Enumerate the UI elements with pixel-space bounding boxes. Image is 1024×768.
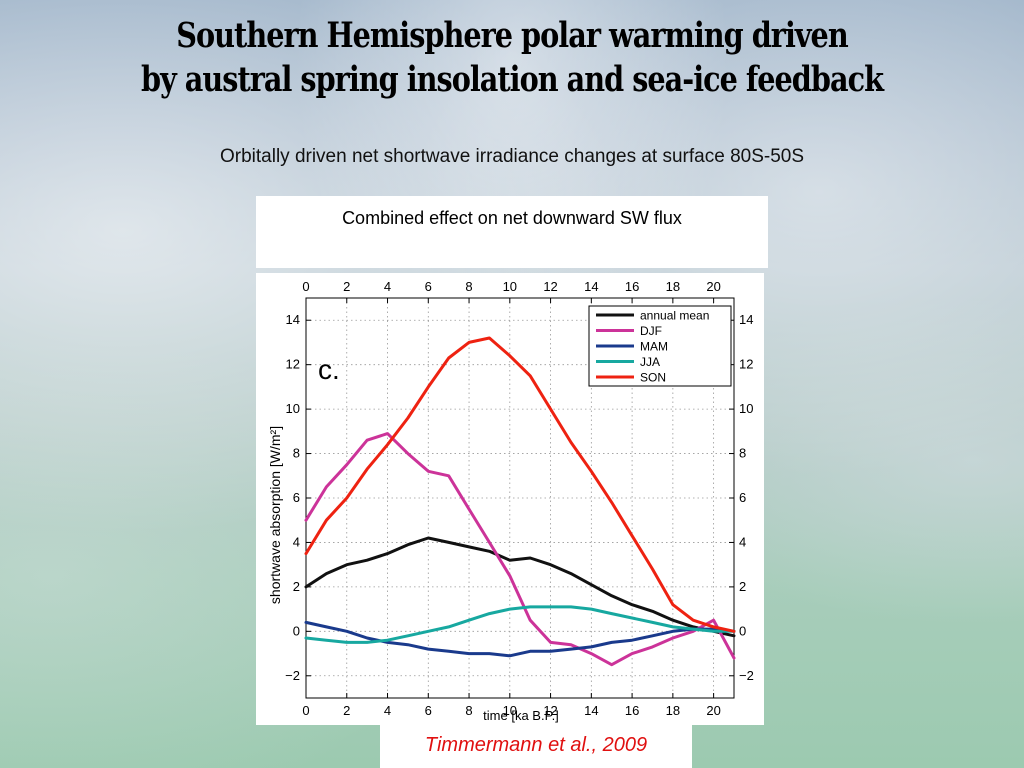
x-tick-label: 10 bbox=[503, 703, 517, 718]
x-tick-label: 14 bbox=[584, 703, 598, 718]
x-tick-label-top: 0 bbox=[302, 279, 309, 294]
x-tick-label-top: 10 bbox=[503, 279, 517, 294]
citation: Timmermann et al., 2009 bbox=[380, 724, 692, 768]
y-tick-label-right: 4 bbox=[739, 534, 746, 549]
y-tick-label-right: 0 bbox=[739, 623, 746, 638]
y-tick-label-right: 2 bbox=[739, 579, 746, 594]
y-tick-label: 14 bbox=[286, 312, 300, 327]
panel-label: c. bbox=[318, 354, 340, 385]
y-tick-label: 10 bbox=[286, 401, 300, 416]
panel-caption: Combined effect on net downward SW flux bbox=[256, 196, 768, 268]
legend-label: DJF bbox=[640, 324, 662, 338]
chart-container: 0 0 2 2 4 4 6 6 8 8 10 10 12 12 14 14 16 16 18 18 20 20 −2 −2 0 0… bbox=[256, 273, 764, 725]
x-tick-label-top: 18 bbox=[666, 279, 680, 294]
y-tick-label: −2 bbox=[285, 668, 300, 683]
x-tick-label-top: 8 bbox=[465, 279, 472, 294]
y-tick-label-right: 12 bbox=[739, 357, 753, 372]
slide-title-line-1: Southern Hemisphere polar warming driven bbox=[176, 15, 848, 56]
y-tick-label-right: 14 bbox=[739, 312, 753, 327]
series-line-jja bbox=[304, 605, 736, 644]
legend-label: MAM bbox=[640, 340, 668, 354]
x-tick-label: 16 bbox=[625, 703, 639, 718]
tick-layer: 0 0 2 2 4 4 6 6 8 8 10 10 12 12 14 14 16 16 18 18 20 20 −2 −2 0 0… bbox=[285, 279, 754, 718]
shortwave-chart: 0 0 2 2 4 4 6 6 8 8 10 10 12 12 14 14 16 16 18 18 20 20 −2 −2 0 0… bbox=[267, 279, 754, 723]
series-layer bbox=[304, 336, 736, 667]
x-tick-label: 12 bbox=[543, 703, 557, 718]
x-tick-label-top: 4 bbox=[384, 279, 391, 294]
y-tick-label-right: 10 bbox=[739, 401, 753, 416]
x-tick-label-top: 16 bbox=[625, 279, 639, 294]
y-tick-label: 0 bbox=[293, 623, 300, 638]
x-tick-label: 2 bbox=[343, 703, 350, 718]
x-axis-label: time [ka B.P.] bbox=[483, 708, 559, 723]
y-tick-label-right: 6 bbox=[739, 490, 746, 505]
slide-title-line-2: by austral spring insolation and sea-ice… bbox=[141, 59, 884, 100]
series-line-djf bbox=[304, 432, 736, 667]
y-axis-label: shortwave absorption [W/m²] bbox=[267, 426, 283, 604]
y-tick-label-right: 8 bbox=[739, 446, 746, 461]
y-tick-label: 2 bbox=[293, 579, 300, 594]
x-tick-label-top: 2 bbox=[343, 279, 350, 294]
x-tick-label: 4 bbox=[384, 703, 391, 718]
series-line-son bbox=[304, 336, 736, 633]
legend-label: JJA bbox=[640, 355, 660, 369]
x-tick-label: 20 bbox=[706, 703, 720, 718]
y-tick-label: 4 bbox=[293, 534, 300, 549]
slide-title: Southern Hemisphere polar warming driven… bbox=[92, 14, 932, 102]
x-tick-label: 18 bbox=[666, 703, 680, 718]
x-tick-label-top: 6 bbox=[425, 279, 432, 294]
x-tick-label-top: 14 bbox=[584, 279, 598, 294]
series-line-annual-mean bbox=[304, 536, 736, 638]
x-tick-label: 0 bbox=[302, 703, 309, 718]
legend-label: annual mean bbox=[640, 309, 709, 323]
y-tick-label: 6 bbox=[293, 490, 300, 505]
x-tick-label-top: 20 bbox=[706, 279, 720, 294]
x-tick-label-top: 12 bbox=[543, 279, 557, 294]
y-tick-label-right: −2 bbox=[739, 668, 754, 683]
x-tick-label: 8 bbox=[465, 703, 472, 718]
y-tick-label: 12 bbox=[286, 357, 300, 372]
slide-subtitle: Orbitally driven net shortwave irradianc… bbox=[219, 146, 805, 167]
y-tick-label: 8 bbox=[293, 446, 300, 461]
x-tick-label: 6 bbox=[425, 703, 432, 718]
legend-label: SON bbox=[640, 371, 666, 385]
